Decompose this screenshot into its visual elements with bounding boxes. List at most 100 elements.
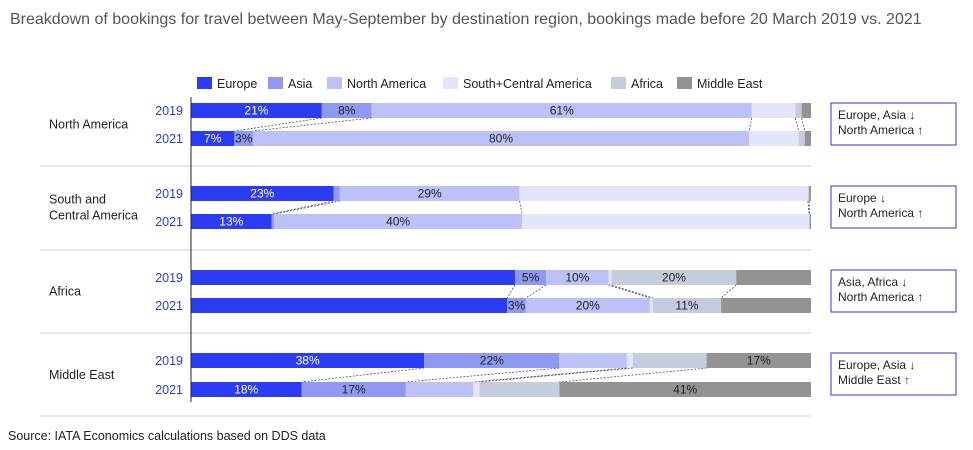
bar-segment-europe <box>191 382 302 397</box>
connector-line <box>473 367 627 383</box>
data-label: 18% <box>234 383 258 397</box>
connector-line <box>479 367 634 383</box>
data-label: 17% <box>342 383 366 397</box>
data-label: 20% <box>662 271 686 285</box>
bar-segment-middle-east <box>804 131 811 146</box>
bar-segment-middle-east <box>801 103 811 118</box>
bar-segment-europe <box>191 270 516 285</box>
data-label: 10% <box>565 271 589 285</box>
bar-segment-south-central-america <box>751 103 796 118</box>
bar-segment-africa <box>479 382 560 397</box>
change-note-line: Europe, Asia ↓ <box>838 358 915 372</box>
legend-swatch-asia <box>268 77 283 89</box>
year-label: 2019 <box>155 104 183 118</box>
bar-segment-africa <box>632 353 707 368</box>
data-label: 38% <box>296 354 320 368</box>
chart-title: Breakdown of bookings for travel between… <box>10 11 922 28</box>
bar-segment-middle-east <box>809 186 811 201</box>
bar-segment-north-america <box>559 353 627 368</box>
bar-segment-north-america <box>339 186 520 201</box>
region-label: Middle East <box>49 368 115 382</box>
legend-swatch-middle-east <box>677 77 692 89</box>
data-label: 41% <box>673 383 697 397</box>
bar-segment-north-america <box>253 131 749 146</box>
change-note-line: North America ↑ <box>838 123 923 137</box>
connector-line <box>301 367 425 383</box>
bar-segment-africa <box>795 103 802 118</box>
connector-line <box>506 284 516 299</box>
legend-label-north-america: North America <box>347 77 426 91</box>
connector-line <box>405 367 560 383</box>
data-label: 17% <box>747 354 771 368</box>
bar-segment-europe <box>191 131 235 146</box>
bar-segment-north-america <box>525 298 650 313</box>
bar-segment-south-central-america <box>626 353 633 368</box>
bar-segment-africa <box>798 131 805 146</box>
legend-swatch-europe <box>197 77 212 89</box>
region-label: North America <box>49 118 128 132</box>
connector-line <box>795 117 799 132</box>
change-note-line: Europe, Asia ↓ <box>838 108 915 122</box>
year-label: 2019 <box>155 354 183 368</box>
region-label: Central America <box>49 209 138 223</box>
bar-segment-asia <box>333 186 340 201</box>
data-label: 3% <box>235 132 253 146</box>
bar-segment-south-central-america <box>749 131 799 146</box>
data-label: 61% <box>550 104 574 118</box>
bar-segment-europe <box>191 353 425 368</box>
bar-segment-middle-east <box>736 270 811 285</box>
bar-segment-south-central-america <box>522 214 810 229</box>
connector-line <box>559 367 707 383</box>
year-label: 2021 <box>155 299 183 313</box>
bar-segment-asia <box>515 270 547 285</box>
bar-segment-europe <box>191 186 334 201</box>
bar-segment-africa <box>611 270 737 285</box>
connector-line <box>807 200 810 215</box>
bar-segment-asia <box>271 214 275 229</box>
year-label: 2019 <box>155 187 183 201</box>
connector-line <box>611 284 654 299</box>
data-label: 13% <box>219 215 243 229</box>
bar-segment-asia <box>321 103 372 118</box>
data-label: 11% <box>675 299 698 313</box>
connector-line <box>234 117 322 132</box>
year-label: 2021 <box>155 215 183 229</box>
legend-label-africa: Africa <box>631 77 663 91</box>
bar-segment-europe <box>191 214 272 229</box>
year-label: 2019 <box>155 271 183 285</box>
bar-segment-south-central-america <box>473 382 480 397</box>
legend-label-middle-east: Middle East <box>697 77 763 91</box>
bar-segment-south-central-america <box>608 270 612 285</box>
bar-segment-asia <box>301 382 406 397</box>
year-label: 2021 <box>155 132 183 146</box>
change-note-line: North America ↑ <box>838 290 923 304</box>
region-label: Africa <box>49 285 81 299</box>
bar-segment-asia <box>507 298 526 313</box>
change-note-line: Middle East ↑ <box>838 373 910 387</box>
legend-label-europe: Europe <box>217 77 257 91</box>
data-label: 5% <box>522 271 540 285</box>
data-label: 8% <box>338 104 356 118</box>
change-note-line: North America ↑ <box>838 206 923 220</box>
bar-segment-middle-east <box>721 298 811 313</box>
data-label: 20% <box>576 299 600 313</box>
bar-segment-middle-east <box>706 353 811 368</box>
source-note: Source: IATA Economics calculations base… <box>8 429 326 443</box>
year-label: 2021 <box>155 383 183 397</box>
bar-segment-north-america <box>274 214 523 229</box>
bar-segment-north-america <box>371 103 752 118</box>
connector-line <box>525 284 547 299</box>
legend-label-asia: Asia <box>288 77 312 91</box>
change-note-box <box>830 185 957 229</box>
data-label: 23% <box>250 187 274 201</box>
bar-segment-north-america <box>405 382 474 397</box>
bar-segment-asia <box>424 353 560 368</box>
change-note-line: Asia, Africa ↓ <box>838 275 907 289</box>
data-label: 21% <box>244 104 268 118</box>
connector-line <box>252 117 372 132</box>
legend-swatch-africa <box>611 77 626 89</box>
data-label: 22% <box>480 354 504 368</box>
data-label: 29% <box>418 187 442 201</box>
region-label: South and <box>49 193 106 207</box>
